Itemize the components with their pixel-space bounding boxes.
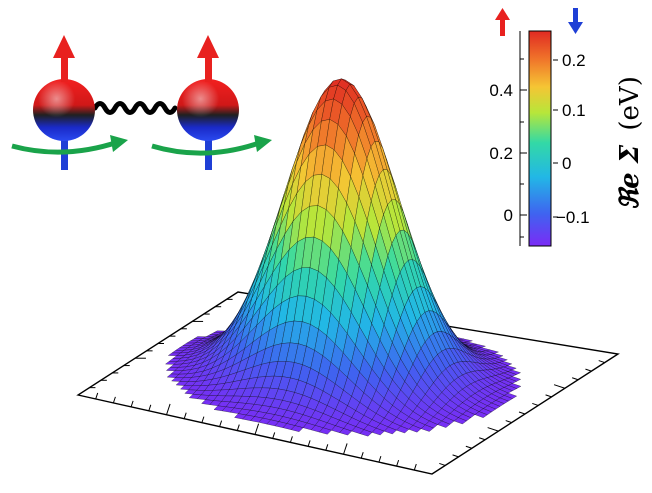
coupling-spring bbox=[92, 101, 178, 115]
base-tick bbox=[478, 437, 486, 441]
base-tick bbox=[439, 462, 446, 466]
colorbar-right-tick-3: 0 bbox=[562, 154, 571, 173]
base-plane-ticks bbox=[89, 298, 605, 471]
base-tick bbox=[166, 403, 171, 415]
surface-patch bbox=[318, 427, 332, 435]
base-tick bbox=[487, 427, 499, 432]
surface-patch bbox=[359, 429, 373, 437]
base-tick bbox=[532, 402, 539, 406]
surface-patch bbox=[371, 427, 385, 436]
spin-left bbox=[11, 35, 128, 170]
base-tick bbox=[201, 416, 205, 423]
base-tick bbox=[219, 420, 223, 427]
base-tick bbox=[585, 368, 592, 372]
surface-patch bbox=[437, 420, 451, 428]
base-tick bbox=[343, 443, 348, 455]
base-tick bbox=[183, 412, 187, 419]
spin-right-stem-top bbox=[205, 52, 212, 82]
base-tick bbox=[325, 444, 329, 451]
colorbar: 0.4 0.2 0 0.2 0.1 0 −0.1 ℜe Σ (eV) bbox=[489, 8, 645, 247]
rotation-arrow-right bbox=[151, 139, 263, 156]
rotation-arrow-left-head bbox=[110, 135, 128, 152]
base-tick bbox=[307, 440, 311, 447]
colorbar-up-arrow-icon bbox=[495, 8, 510, 36]
colorbar-axis-title: ℜe Σ (eV) bbox=[615, 76, 645, 210]
base-tick bbox=[396, 459, 400, 467]
base-tick bbox=[545, 394, 552, 398]
base-tick bbox=[553, 384, 566, 389]
colorbar-left-tick-2: 0.2 bbox=[489, 144, 513, 163]
colorbar-axis-title-unit: (eV) bbox=[615, 76, 645, 130]
spin-right-stem-bottom bbox=[205, 125, 212, 170]
surface-patch bbox=[383, 426, 397, 435]
colorbar-axis-title-main: ℜe Σ bbox=[615, 144, 645, 210]
colorbar-right-tick-4: −0.1 bbox=[556, 208, 590, 227]
colorbar-left-tick-1: 0.4 bbox=[489, 81, 513, 100]
rotation-arrow-left bbox=[11, 139, 119, 155]
base-tick bbox=[254, 423, 260, 435]
base-tick bbox=[95, 392, 99, 400]
surface-patch bbox=[453, 417, 468, 425]
gaussian-surface bbox=[164, 78, 522, 437]
spin-pair-diagram bbox=[11, 35, 272, 170]
spin-left-stem-top bbox=[61, 52, 68, 82]
spin-left-stem-bottom bbox=[61, 125, 68, 170]
base-tick bbox=[413, 463, 417, 471]
surface-patch bbox=[290, 425, 304, 432]
base-tick bbox=[378, 455, 382, 463]
surface-patch bbox=[420, 424, 434, 432]
rotation-arrow-right-head bbox=[254, 135, 272, 152]
spin-right bbox=[151, 35, 272, 170]
base-tick bbox=[518, 411, 526, 415]
colorbar-gradient bbox=[528, 30, 552, 247]
colorbar-right-tick-1: 0.2 bbox=[562, 51, 586, 70]
base-tick bbox=[505, 420, 512, 424]
base-tick bbox=[272, 432, 276, 439]
surface-patch bbox=[396, 425, 410, 434]
base-tick bbox=[598, 360, 605, 364]
base-tick bbox=[236, 424, 240, 431]
base-tick bbox=[112, 396, 116, 404]
base-tick bbox=[465, 445, 473, 449]
base-tick bbox=[148, 404, 152, 411]
surface-patch bbox=[408, 425, 422, 433]
spin-left-arrow-head bbox=[53, 35, 75, 58]
base-tick bbox=[289, 436, 293, 443]
surface-patch bbox=[474, 411, 488, 418]
base-tick bbox=[130, 400, 134, 408]
colorbar-left-tick-3: 0 bbox=[504, 206, 513, 225]
surface-patch bbox=[339, 428, 353, 436]
base-tick bbox=[571, 377, 579, 381]
base-tick bbox=[360, 452, 364, 459]
colorbar-right-tick-2: 0.1 bbox=[562, 101, 586, 120]
base-tick bbox=[452, 454, 459, 458]
colorbar-down-arrow-icon bbox=[568, 8, 583, 34]
spin-right-arrow-head bbox=[197, 35, 219, 58]
